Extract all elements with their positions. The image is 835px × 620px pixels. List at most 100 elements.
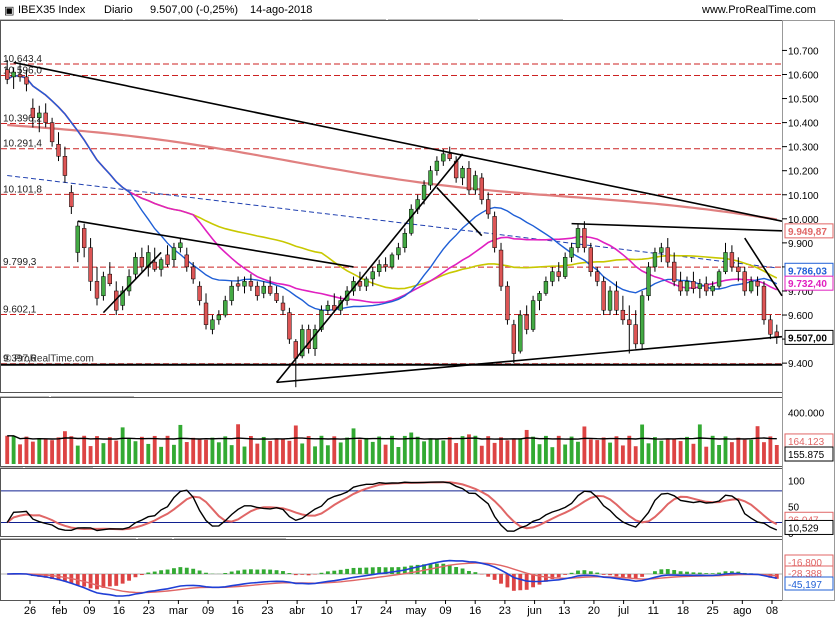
x-tick-label: 16	[232, 605, 244, 617]
candle-body	[665, 247, 670, 263]
candle-body	[716, 271, 722, 287]
volume-bar	[364, 437, 369, 464]
candle-body	[409, 208, 414, 234]
volume-bar	[415, 436, 420, 464]
instrument-name[interactable]: IBEX35 Index	[18, 4, 86, 16]
candle-body	[389, 254, 395, 268]
candle-body	[37, 112, 42, 119]
macd-histogram-bar	[627, 574, 632, 578]
volume-bar	[24, 436, 29, 464]
volume-bar	[467, 434, 471, 464]
candle-body	[11, 71, 16, 78]
macd-histogram-bar	[43, 574, 48, 578]
macd-histogram-bar	[390, 567, 394, 574]
ma-130-line	[7, 175, 777, 269]
candle-body	[197, 285, 202, 301]
volume-bar	[95, 436, 99, 464]
volume-bar	[729, 442, 734, 464]
volume-bar	[30, 441, 35, 464]
candle-body	[556, 271, 561, 277]
candle-body	[43, 112, 48, 123]
macd-histogram-bar	[614, 574, 619, 577]
volume-bar	[595, 440, 600, 464]
volume-bar	[736, 437, 741, 464]
macd-histogram-bar	[146, 572, 151, 574]
candle-body	[120, 290, 125, 306]
candle-body	[524, 314, 529, 330]
macd-histogram-bar	[518, 574, 523, 591]
candle-body	[755, 281, 760, 287]
candle-body	[543, 281, 549, 294]
volume-bar	[511, 439, 516, 464]
volume-bar	[588, 439, 593, 464]
macd-histogram-bar	[486, 574, 491, 577]
volume-bar	[614, 436, 619, 464]
price-value-tag	[784, 223, 834, 239]
volume-bar	[492, 442, 497, 464]
candle-body	[376, 264, 382, 272]
volume-bar	[569, 436, 574, 464]
candle-body	[428, 170, 433, 186]
macd-histogram-bar	[325, 571, 330, 574]
macd-histogram-bar	[204, 572, 208, 574]
period-label[interactable]: Diario	[104, 4, 133, 16]
instrument-icon: ▣	[4, 5, 15, 17]
price-tick-label: 9.600	[788, 311, 813, 322]
volume-ma-line	[7, 435, 777, 440]
volume-bar	[524, 429, 529, 464]
candle-body	[486, 199, 491, 215]
x-tick-label: 24	[380, 605, 392, 617]
macd-histogram-bar	[370, 567, 375, 574]
volume-bar	[358, 439, 362, 464]
x-tick-label: 18	[677, 605, 689, 617]
x-tick-label: 13	[558, 605, 570, 617]
price-tick-label: 10.200	[788, 167, 819, 178]
volume-bar	[133, 441, 138, 464]
macd-histogram-bar	[223, 573, 228, 574]
candle-body	[447, 153, 452, 159]
volume-bar	[313, 446, 317, 464]
volume-bar	[159, 446, 164, 464]
candle-body	[62, 156, 68, 176]
volume-value-tag-text: 155.875	[788, 450, 825, 461]
candle-body	[216, 314, 222, 321]
volume-bar	[402, 435, 407, 464]
macd-histogram-bar	[159, 570, 164, 574]
volume-bar	[261, 436, 266, 464]
macd-histogram-bar	[261, 569, 266, 574]
volume-value-tag-text: 164.123	[788, 437, 825, 448]
macd-histogram-bar	[306, 574, 311, 576]
volume-bar	[531, 436, 536, 464]
macd-histogram-bar	[50, 574, 55, 580]
macd-histogram-bar	[409, 565, 414, 574]
price-tick-label: 10.300	[788, 143, 819, 154]
macd-histogram-bar	[710, 573, 715, 574]
x-tick-label: 11	[648, 605, 659, 617]
stoch-tick-label: 100	[788, 476, 805, 487]
macd-histogram-bar	[82, 574, 87, 587]
volume-bar	[672, 438, 677, 464]
candle-body	[69, 192, 74, 208]
candle-body	[319, 309, 324, 330]
macd-histogram-bar	[319, 572, 324, 574]
macd-value-tag-text: -16,800	[788, 558, 822, 569]
x-tick-label: 23	[143, 605, 155, 617]
volume-bar	[50, 440, 55, 464]
macd-histogram-bar	[332, 570, 337, 574]
volume-bar	[351, 428, 356, 464]
volume-bar	[223, 436, 228, 464]
volume-bar	[473, 435, 478, 464]
candle-body	[5, 69, 10, 80]
volume-bar	[306, 436, 311, 464]
volume-bar	[646, 443, 651, 464]
macd-histogram-bar	[460, 568, 465, 574]
macd-value-tag	[784, 576, 834, 591]
volume-bar	[665, 438, 670, 464]
volume-bar	[653, 437, 657, 464]
macd-histogram-bar	[595, 572, 600, 574]
candle-body	[184, 254, 189, 268]
stoch-k-line	[6, 481, 778, 532]
candle-body	[768, 319, 773, 335]
volume-bar	[717, 444, 721, 464]
